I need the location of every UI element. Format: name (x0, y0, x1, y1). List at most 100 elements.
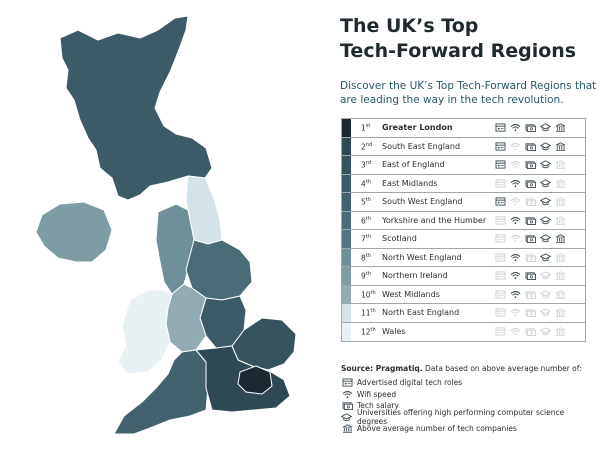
region-color-swatch (342, 119, 351, 137)
salary-icon (524, 123, 536, 133)
roles-icon (494, 327, 506, 337)
region-name: North West England (382, 252, 462, 262)
region-color-swatch (342, 137, 351, 155)
region-color-swatch (342, 304, 351, 322)
university-icon (539, 289, 551, 299)
table-row: 11th North East England (342, 304, 585, 323)
region-scotland[interactable] (59, 15, 213, 201)
title-line-2: Tech-Forward Regions (340, 40, 577, 62)
source-text: Data based on above average number of: (422, 364, 582, 373)
legend-label: Tech salary (357, 401, 399, 411)
wifi-icon (509, 234, 521, 244)
region-criteria-icons (494, 123, 566, 133)
legend-item: Tech salary (341, 400, 596, 412)
uk-map (35, 15, 297, 435)
region-color-swatch (342, 322, 351, 341)
university-icon (341, 412, 353, 422)
companies-icon (554, 308, 566, 318)
university-icon (539, 327, 551, 337)
region-north-west-england[interactable] (155, 203, 195, 295)
region-criteria-icons (494, 308, 566, 318)
wifi-icon (509, 271, 521, 281)
wifi-icon (509, 123, 521, 133)
salary-icon (524, 289, 536, 299)
salary-icon (524, 160, 536, 170)
region-rank: 7th (361, 234, 371, 244)
region-yorkshire[interactable] (185, 239, 253, 301)
wifi-icon (509, 327, 521, 337)
wifi-icon (341, 389, 353, 399)
table-row: 12th Wales (342, 322, 585, 341)
roles-icon (341, 378, 353, 388)
legend-label: Advertised digital tech roles (357, 378, 463, 388)
region-criteria-icons (494, 215, 566, 225)
wifi-icon (509, 289, 521, 299)
region-name: Scotland (382, 234, 417, 244)
region-name: Yorkshire and the Humber (382, 215, 487, 225)
university-icon (539, 141, 551, 151)
roles-icon (494, 234, 506, 244)
wifi-icon (509, 160, 521, 170)
companies-icon (341, 424, 353, 434)
region-name: North East England (382, 308, 460, 318)
university-icon (539, 178, 551, 188)
legend-item: Wifi speed (341, 389, 596, 401)
table-row: 10th West Midlands (342, 285, 585, 304)
table-row: 5th South West England (342, 193, 585, 212)
legend-item: Above average number of tech companies (341, 423, 596, 435)
region-color-swatch (342, 230, 351, 248)
icon-legend: Advertised digital tech roles Wifi speed T… (341, 377, 596, 435)
region-rank: 4th (361, 178, 371, 189)
wifi-icon (509, 215, 521, 225)
wifi-icon (509, 197, 521, 207)
region-criteria-icons (494, 197, 566, 207)
table-row: 2nd South East England (342, 137, 585, 156)
region-rank: 5th (361, 197, 371, 207)
region-rank: 11th (361, 308, 376, 318)
region-rank: 12th (361, 327, 376, 337)
page-title: The UK’s Top Tech-Forward Regions (340, 14, 595, 64)
legend-label: Above average number of tech companies (357, 424, 517, 434)
region-rank: 6th (361, 215, 371, 226)
wifi-icon (509, 178, 521, 188)
table-row: 9th Northern Ireland (342, 267, 585, 286)
companies-icon (554, 197, 566, 207)
roles-icon (494, 215, 506, 225)
table-row: 4th East Midlands (342, 174, 585, 193)
salary-icon (524, 234, 536, 244)
roles-icon (494, 308, 506, 318)
university-icon (539, 215, 551, 225)
legend-item: Advertised digital tech roles (341, 377, 596, 389)
university-icon (539, 197, 551, 207)
companies-icon (554, 271, 566, 281)
region-wales[interactable] (117, 289, 173, 375)
region-greater-london[interactable] (237, 365, 273, 395)
wifi-icon (509, 252, 521, 262)
salary-icon (341, 401, 353, 411)
legend-label: Wifi speed (357, 389, 397, 399)
companies-icon (554, 234, 566, 244)
university-icon (539, 234, 551, 244)
region-color-swatch (342, 248, 351, 266)
region-name: Greater London (382, 123, 453, 133)
region-name: Wales (382, 327, 406, 337)
roles-icon (494, 123, 506, 133)
companies-icon (554, 141, 566, 151)
region-northern-ireland[interactable] (35, 201, 113, 263)
region-rank: 10th (361, 289, 376, 300)
region-criteria-icons (494, 252, 566, 262)
source-label: Source: Pragmatiq. (341, 364, 423, 373)
ranking-table: 1st Greater London 2nd South East England 3r… (341, 118, 586, 342)
companies-icon (554, 123, 566, 133)
region-name: East of England (382, 160, 445, 170)
region-name: Northern Ireland (382, 271, 448, 281)
region-color-swatch (342, 285, 351, 303)
companies-icon (554, 160, 566, 170)
table-row: 7th Scotland (342, 230, 585, 249)
table-row: 8th North West England (342, 248, 585, 267)
region-rank: 8th (361, 252, 371, 263)
region-rank: 3rd (361, 160, 371, 170)
region-color-swatch (342, 193, 351, 211)
salary-icon (524, 178, 536, 188)
companies-icon (554, 215, 566, 225)
